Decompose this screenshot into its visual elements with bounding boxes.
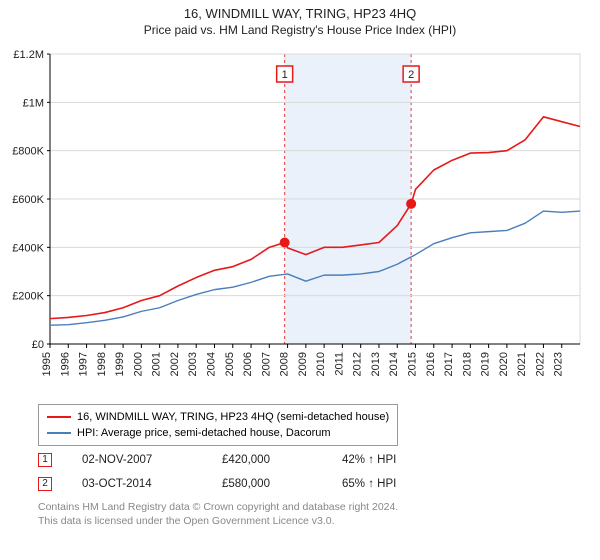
svg-text:2019: 2019 — [480, 352, 492, 376]
sale-marker-icon: 1 — [38, 453, 52, 467]
svg-text:2020: 2020 — [498, 352, 510, 376]
svg-text:2006: 2006 — [242, 352, 254, 376]
svg-text:2001: 2001 — [151, 352, 163, 376]
footer-line: This data is licensed under the Open Gov… — [38, 514, 398, 528]
footer-line: Contains HM Land Registry data © Crown c… — [38, 500, 398, 514]
svg-text:2012: 2012 — [352, 352, 364, 376]
attribution: Contains HM Land Registry data © Crown c… — [38, 500, 398, 528]
sale-row: 1 02-NOV-2007 £420,000 42% ↑ HPI — [38, 448, 442, 472]
svg-text:2002: 2002 — [169, 352, 181, 376]
svg-text:£800K: £800K — [12, 146, 44, 158]
svg-text:2009: 2009 — [297, 352, 309, 376]
svg-text:2007: 2007 — [260, 352, 272, 376]
svg-text:1995: 1995 — [41, 352, 53, 376]
svg-text:£1.2M: £1.2M — [13, 49, 44, 61]
svg-text:2000: 2000 — [132, 352, 144, 376]
sales-table: 1 02-NOV-2007 £420,000 42% ↑ HPI 2 03-OC… — [38, 448, 442, 496]
sale-marker-icon: 2 — [38, 477, 52, 491]
svg-text:2018: 2018 — [461, 352, 473, 376]
svg-text:2011: 2011 — [333, 352, 345, 376]
svg-text:2021: 2021 — [516, 352, 528, 376]
sale-pct: 42% ↑ HPI — [342, 448, 442, 472]
subtitle: Price paid vs. HM Land Registry's House … — [10, 23, 590, 37]
svg-text:1996: 1996 — [59, 352, 71, 376]
svg-text:2022: 2022 — [534, 352, 546, 376]
svg-text:2017: 2017 — [443, 352, 455, 376]
svg-text:1: 1 — [282, 69, 288, 81]
sale-date: 02-NOV-2007 — [82, 448, 192, 472]
svg-text:2: 2 — [408, 69, 414, 81]
sale-price: £420,000 — [222, 448, 312, 472]
svg-text:2003: 2003 — [187, 352, 199, 376]
price-chart: £0 £200K £400K £600K £800K £1M £1.2M 1995 1996 19… — [0, 46, 600, 386]
legend-label: HPI: Average price, semi-detached house,… — [77, 425, 331, 441]
svg-text:£400K: £400K — [12, 242, 44, 254]
svg-text:2008: 2008 — [279, 352, 291, 376]
svg-text:2013: 2013 — [370, 352, 382, 376]
sale-pct: 65% ↑ HPI — [342, 472, 442, 496]
legend-item: HPI: Average price, semi-detached house,… — [47, 425, 389, 441]
legend-label: 16, WINDMILL WAY, TRING, HP23 4HQ (semi-… — [77, 409, 389, 425]
legend-swatch-property — [47, 416, 71, 418]
svg-text:2015: 2015 — [407, 352, 419, 376]
sale-row: 2 03-OCT-2014 £580,000 65% ↑ HPI — [38, 472, 442, 496]
svg-text:2010: 2010 — [315, 352, 327, 376]
svg-text:2004: 2004 — [205, 352, 217, 376]
svg-text:1998: 1998 — [96, 352, 108, 376]
address-title: 16, WINDMILL WAY, TRING, HP23 4HQ — [10, 6, 590, 21]
svg-text:2023: 2023 — [553, 352, 565, 376]
svg-text:£1M: £1M — [23, 97, 44, 109]
sale-price: £580,000 — [222, 472, 312, 496]
svg-text:2014: 2014 — [388, 352, 400, 376]
legend-swatch-hpi — [47, 432, 71, 434]
svg-text:2016: 2016 — [425, 352, 437, 376]
svg-text:£600K: £600K — [12, 194, 44, 206]
svg-text:£200K: £200K — [12, 291, 44, 303]
sale-date: 03-OCT-2014 — [82, 472, 192, 496]
svg-text:1997: 1997 — [78, 352, 90, 376]
legend: 16, WINDMILL WAY, TRING, HP23 4HQ (semi-… — [38, 404, 398, 446]
svg-text:£0: £0 — [32, 339, 44, 351]
svg-text:2005: 2005 — [224, 352, 236, 376]
legend-item: 16, WINDMILL WAY, TRING, HP23 4HQ (semi-… — [47, 409, 389, 425]
svg-text:1999: 1999 — [114, 352, 126, 376]
